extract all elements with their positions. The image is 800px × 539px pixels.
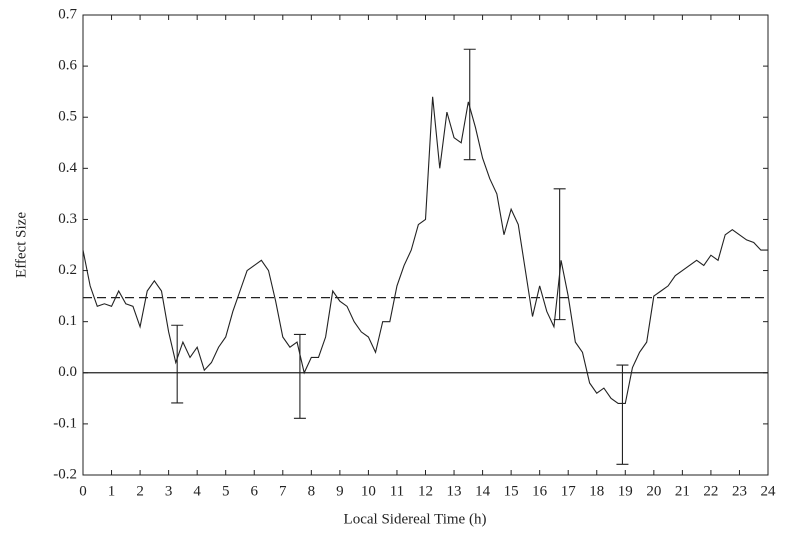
x-tick-label: 0 <box>79 483 87 499</box>
x-tick-label: 14 <box>475 483 491 499</box>
x-tick-label: 9 <box>336 483 344 499</box>
y-tick-label: -0.1 <box>53 415 77 431</box>
x-tick-label: 6 <box>251 483 259 499</box>
data-line <box>82 96 768 404</box>
x-tick-label: 11 <box>390 483 404 499</box>
x-tick-label: 1 <box>108 483 116 499</box>
x-tick-label: 18 <box>589 483 604 499</box>
x-tick-label: 23 <box>732 483 747 499</box>
y-tick-label: 0.3 <box>58 211 77 227</box>
y-tick-label: 0.6 <box>58 58 77 74</box>
error-bar <box>293 333 306 419</box>
x-tick-label: 5 <box>222 483 230 499</box>
x-tick-label: 24 <box>761 483 777 499</box>
x-tick-label: 17 <box>561 483 577 499</box>
x-tick-label: 20 <box>646 483 661 499</box>
y-tick-label: 0.1 <box>58 313 77 329</box>
error-bar <box>171 324 184 404</box>
y-tick-label: 0.4 <box>58 160 77 176</box>
y-tick-label: -0.2 <box>53 466 77 482</box>
x-tick-label: 4 <box>193 483 201 499</box>
error-bar <box>463 48 476 161</box>
x-tick-label: 15 <box>504 483 519 499</box>
x-tick-label: 13 <box>447 483 462 499</box>
y-tick-label: 0.2 <box>58 262 77 278</box>
x-tick-label: 21 <box>675 483 690 499</box>
y-tick-label: 0.0 <box>58 364 77 380</box>
x-tick-label: 3 <box>165 483 173 499</box>
x-tick-label: 22 <box>703 483 718 499</box>
y-axis-label: Effect Size <box>13 212 29 278</box>
plot-frame <box>82 14 769 476</box>
x-tick-label: 19 <box>618 483 633 499</box>
x-tick-label: 10 <box>361 483 376 499</box>
error-bar <box>616 364 629 465</box>
x-tick-label: 7 <box>279 483 287 499</box>
x-axis-label: Local Sidereal Time (h) <box>344 511 487 527</box>
x-tick-label: 12 <box>418 483 433 499</box>
error-bar <box>553 188 566 321</box>
y-tick-label: 0.7 <box>58 6 77 22</box>
x-tick-label: 8 <box>308 483 316 499</box>
y-tick-label: 0.5 <box>58 109 77 125</box>
x-tick-label: 2 <box>136 483 144 499</box>
x-tick-label: 16 <box>532 483 548 499</box>
